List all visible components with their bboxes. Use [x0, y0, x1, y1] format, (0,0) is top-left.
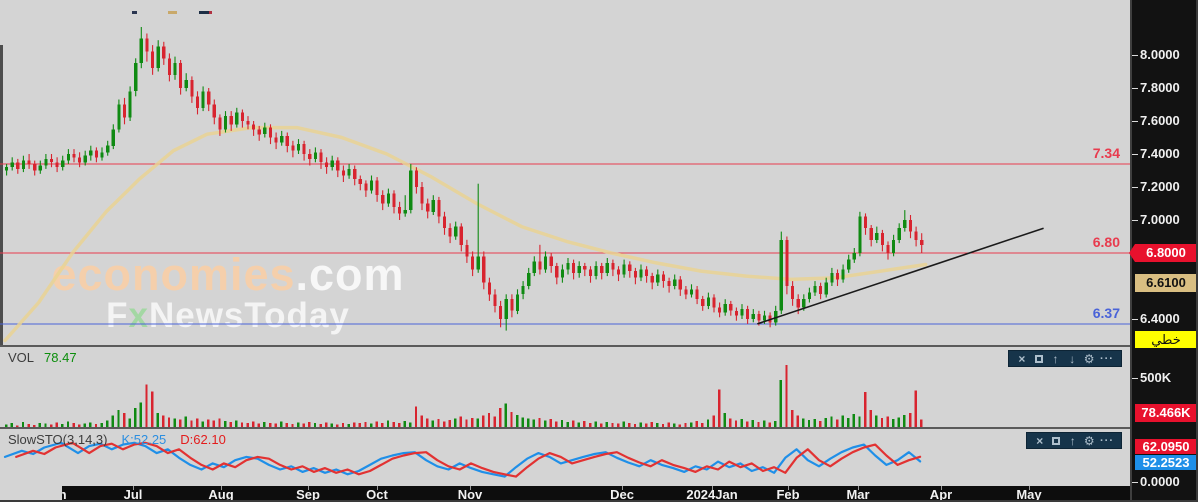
volume-value: 78.47 — [44, 350, 77, 365]
ma-value-badge: 6.6100 — [1135, 274, 1197, 292]
stochastic-lines — [3, 441, 922, 478]
price-axis[interactable]: 8.0000 7.8000 7.6000 7.4000 7.2000 7.0000 6.40… — [1129, 0, 1198, 502]
time-axis-tick — [470, 486, 471, 490]
stochastic-panel[interactable]: SlowSTO(3,14,3) K:52.25 D:62.10 × ↑ ⚙ ··· — [0, 427, 1130, 486]
sto-axis-zero-tick: 0.0000 — [1132, 474, 1198, 490]
stochastic-d-value: D:62.10 — [180, 432, 226, 447]
volume-bars — [5, 365, 923, 428]
level-label: 6.80 — [1092, 234, 1120, 250]
month-label: Apr — [929, 487, 953, 502]
window-border — [0, 500, 1198, 502]
candlestick-chart[interactable] — [0, 0, 1130, 346]
time-axis-tick — [712, 486, 713, 490]
volume-axis-tick: 500K — [1132, 370, 1198, 386]
month-label: Nov — [457, 487, 483, 502]
time-axis-tick — [941, 486, 942, 490]
price-line-badge: 6.8000 — [1129, 244, 1197, 262]
stochastic-toolbar[interactable]: × ↑ ⚙ ··· — [1026, 432, 1122, 449]
time-axis-tick — [1029, 486, 1030, 490]
trend-line[interactable] — [757, 227, 1044, 325]
settings-icon[interactable]: ⚙ — [1083, 351, 1095, 366]
month-label: Jul — [123, 487, 143, 502]
more-icon[interactable]: ··· — [1099, 352, 1114, 365]
stochastic-label: SlowSTO(3,14,3) — [8, 432, 108, 447]
scroll-down-icon[interactable]: ↓ — [1069, 351, 1076, 366]
left-edge-strip — [0, 45, 3, 345]
legend-fragment — [199, 11, 212, 14]
month-label: Feb — [776, 487, 800, 502]
volume-panel[interactable]: VOL 78.47 × ↑ ↓ ⚙ ··· — [0, 345, 1130, 428]
legend-fragment — [132, 11, 137, 14]
scroll-up-icon[interactable]: ↑ — [1052, 351, 1059, 366]
price-axis-tick: 6.4000 — [1132, 311, 1198, 327]
settings-icon[interactable]: ⚙ — [1083, 433, 1095, 448]
month-label: May — [1016, 487, 1042, 502]
maximize-icon[interactable] — [1033, 352, 1045, 366]
month-label: Mar — [846, 487, 870, 502]
window-border — [1196, 0, 1198, 502]
price-chart-panel[interactable]: economies.com FxNewsToday 7.34 6.80 6.37 — [0, 0, 1130, 345]
month-label: Sep — [296, 487, 320, 502]
time-axis-tick — [133, 486, 134, 490]
month-label: 2024Jan — [686, 487, 738, 502]
time-axis-tick — [788, 486, 789, 490]
close-icon[interactable]: × — [1036, 433, 1044, 448]
month-label: Dec — [610, 487, 634, 502]
maximize-icon[interactable] — [1051, 434, 1063, 448]
more-icon[interactable]: ··· — [1100, 434, 1114, 447]
price-axis-tick: 7.0000 — [1132, 212, 1198, 228]
month-label: Oct — [366, 487, 388, 502]
sto-d-line — [15, 441, 922, 478]
stochastic-header: SlowSTO(3,14,3) K:52.25 D:62.10 — [8, 432, 226, 447]
volume-label: VOL — [8, 350, 35, 365]
price-axis-tick: 7.8000 — [1132, 80, 1198, 96]
stochastic-k-value: K:52.25 — [121, 432, 167, 447]
close-icon[interactable]: × — [1018, 351, 1026, 366]
time-axis-tick — [377, 486, 378, 490]
level-label: 7.34 — [1092, 144, 1120, 161]
time-axis-tick — [622, 486, 623, 490]
price-axis-tick: 7.2000 — [1132, 179, 1198, 195]
time-axis-tick — [221, 486, 222, 490]
sto-d-badge: 62.0950 — [1135, 439, 1197, 454]
month-label: Jun — [62, 487, 67, 502]
sto-k-badge: 52.2523 — [1135, 455, 1197, 470]
volume-value-badge: 78.466K — [1135, 404, 1197, 422]
price-axis-tick: 7.6000 — [1132, 113, 1198, 129]
price-axis-tick: 8.0000 — [1132, 47, 1198, 63]
time-axis[interactable]: Jun Jul Aug Sep Oct Nov Dec 2024Jan Feb Mar Apr May — [62, 486, 1130, 502]
time-axis-tick — [308, 486, 309, 490]
volume-header: VOL 78.47 — [8, 350, 77, 365]
scroll-up-icon[interactable]: ↑ — [1069, 433, 1076, 448]
price-axis-tick: 7.4000 — [1132, 146, 1198, 162]
scale-type-badge[interactable]: خطي — [1135, 331, 1197, 348]
level-label: 6.37 — [1092, 304, 1120, 321]
legend-fragment — [168, 11, 177, 14]
month-label: Aug — [208, 487, 234, 502]
time-axis-tick — [858, 486, 859, 490]
moving-average-line — [3, 125, 928, 343]
volume-toolbar[interactable]: × ↑ ↓ ⚙ ··· — [1008, 350, 1122, 367]
